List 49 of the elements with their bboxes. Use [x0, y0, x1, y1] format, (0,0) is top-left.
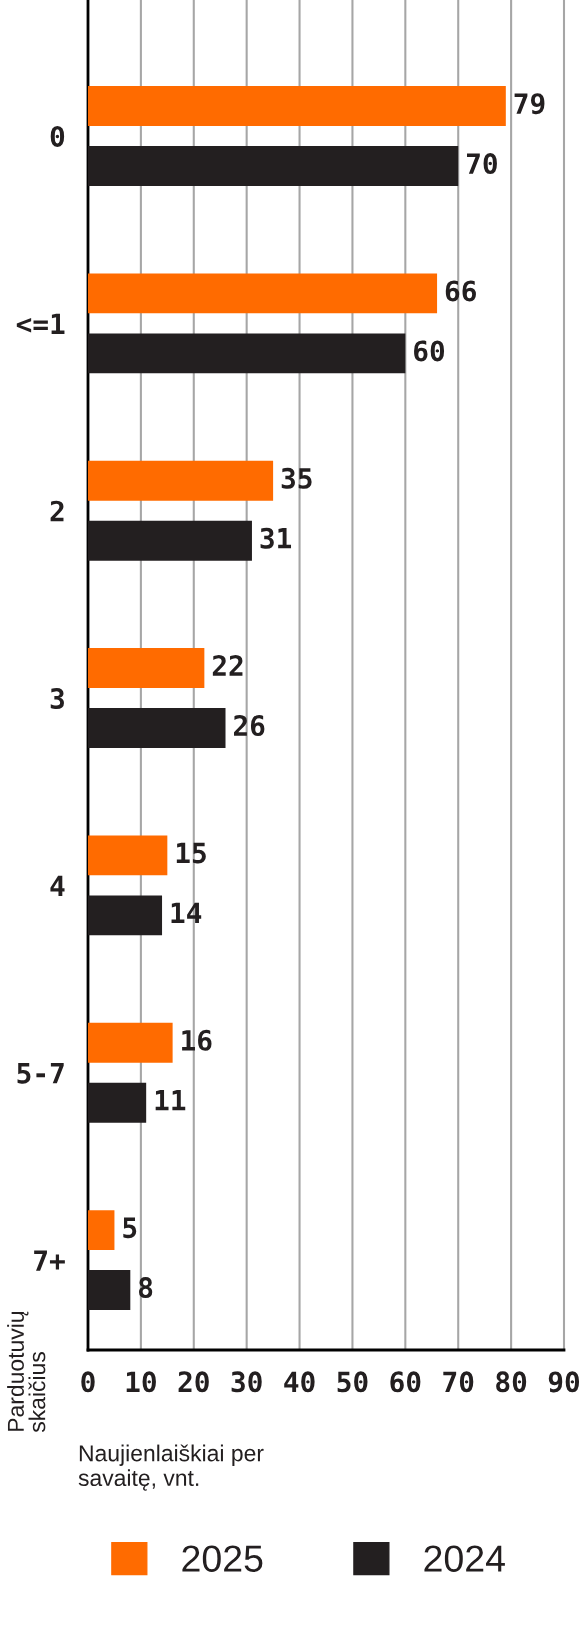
x-tick-label: 40 [284, 1371, 315, 1393]
bar [88, 835, 168, 876]
legend-label: 2025 [182, 1545, 263, 1572]
x-tick-label: 60 [390, 1371, 421, 1393]
bar [88, 333, 406, 374]
bar [88, 1210, 115, 1251]
bar [88, 1270, 131, 1310]
bar [88, 895, 163, 936]
bar [88, 1082, 147, 1123]
y-tick-label: 5-7 [17, 1063, 64, 1084]
x-tick-label: 50 [337, 1371, 368, 1393]
bar [88, 708, 226, 748]
y-axis-title: Parduotuvių skaičius [7, 1311, 46, 1433]
x-tick-label: 20 [178, 1371, 209, 1393]
x-tick-label: 30 [231, 1371, 262, 1393]
bar [88, 1022, 173, 1063]
y-tick-label: <=1 [16, 313, 65, 334]
bar [88, 520, 252, 561]
y-tick-label: 0 [50, 125, 65, 147]
y-tick-label: 4 [50, 875, 65, 896]
data-label: 8 [139, 1277, 153, 1299]
data-label: 16 [182, 1029, 212, 1051]
data-label: 70 [467, 153, 497, 175]
bar [88, 146, 459, 186]
bar [88, 273, 438, 314]
x-tick-label: 0 [81, 1371, 95, 1393]
bar [88, 86, 506, 126]
data-label: 22 [212, 655, 243, 676]
data-label: 60 [414, 340, 445, 362]
x-tick-label: 10 [126, 1371, 156, 1393]
y-tick-label: 3 [50, 687, 64, 709]
data-label: 11 [155, 1090, 186, 1111]
y-tick-label: 2 [50, 500, 64, 522]
x-tick-label: 70 [443, 1371, 474, 1393]
y-tick-label: 7+ [34, 1250, 65, 1271]
x-axis-title: Naujienlaiškiai per savaitę, vnt. [78, 1444, 264, 1491]
data-label: 15 [176, 842, 206, 864]
bar [88, 460, 274, 501]
data-label: 14 [171, 902, 202, 924]
data-label: 66 [445, 280, 476, 302]
data-label: 35 [281, 467, 312, 489]
data-label: 31 [260, 527, 292, 549]
data-label: 79 [514, 93, 545, 115]
x-tick-label: 80 [496, 1371, 527, 1393]
bar [88, 648, 205, 689]
x-tick-label: 90 [548, 1371, 580, 1393]
data-label: 26 [234, 715, 265, 737]
data-label: 5 [123, 1217, 137, 1239]
legend-label: 2024 [424, 1545, 505, 1572]
